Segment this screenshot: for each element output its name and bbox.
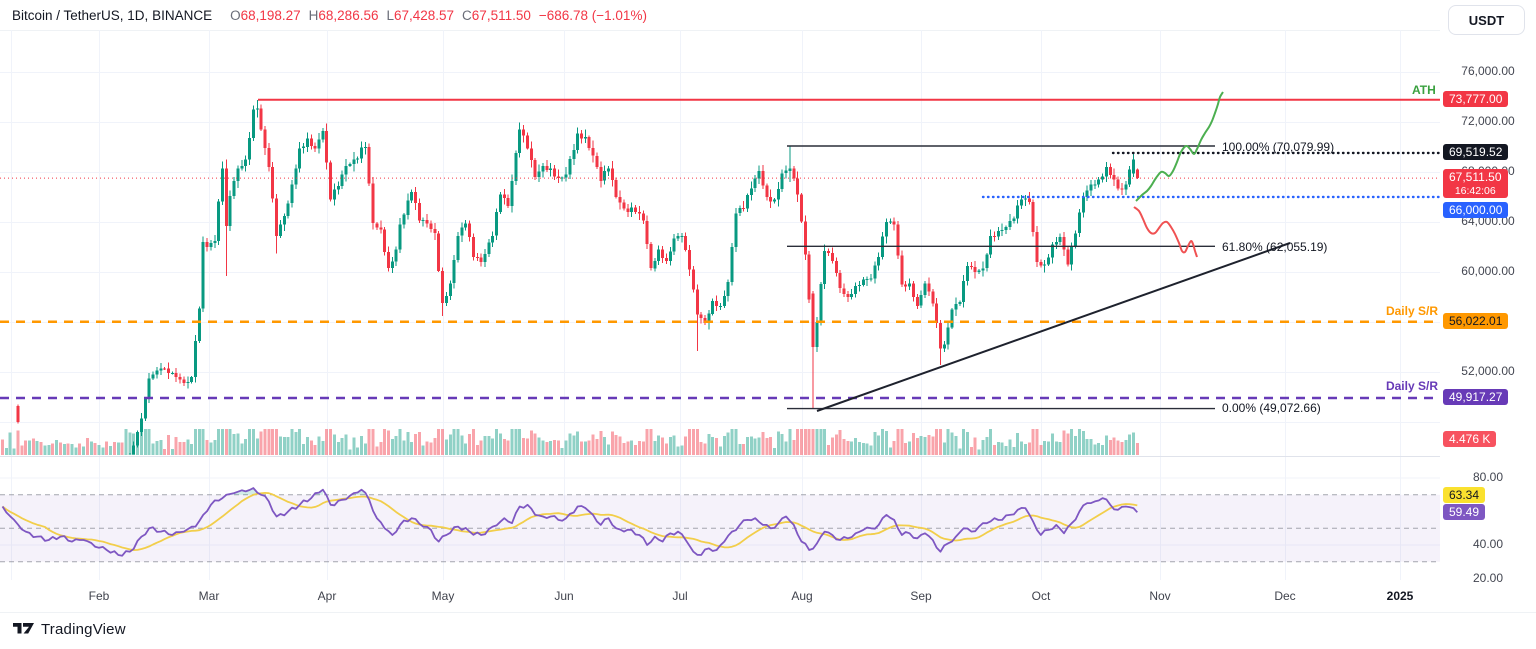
- time-tick-oct[interactable]: Oct: [1031, 589, 1051, 603]
- close-value: 67,511.50: [471, 8, 531, 23]
- time-tick-jun[interactable]: Jun: [554, 589, 574, 603]
- volume-bars-up: [4, 429, 1135, 455]
- swing-high-price-label: 69,519.52: [1443, 144, 1509, 160]
- bullish-projection-path[interactable]: [1135, 91, 1224, 202]
- time-tick-apr[interactable]: Apr: [317, 589, 337, 603]
- rsi-tick-label: 80.00: [1472, 470, 1504, 484]
- time-tick-nov[interactable]: Nov: [1149, 589, 1171, 603]
- time-tick-sep[interactable]: Sep: [910, 589, 932, 603]
- ath-text: ATH: [1412, 83, 1436, 97]
- open-label: O: [230, 8, 241, 23]
- time-tick-2025[interactable]: 2025: [1386, 589, 1414, 603]
- open-value: 68,198.27: [240, 8, 301, 23]
- bar-countdown: 16:42:06: [1454, 185, 1496, 197]
- high-value: 68,286.56: [318, 8, 379, 23]
- candlestick-series: [16, 99, 1139, 455]
- fib-0-label[interactable]: 0.00% (49,072.66): [1222, 401, 1321, 415]
- symbol-title[interactable]: Bitcoin / TetherUS, 1D, BINANCE: [12, 8, 213, 23]
- low-label: L: [386, 8, 394, 23]
- volume-bars-down: [1, 429, 1139, 455]
- time-tick-jul[interactable]: Jul: [672, 589, 688, 603]
- price-tick-label: 52,000.00: [1461, 364, 1515, 378]
- symbol-header: Bitcoin / TetherUS, 1D, BINANCE O68,198.2…: [12, 8, 647, 23]
- change-value: −686.78 (−1.01%): [538, 8, 647, 23]
- time-tick-feb[interactable]: Feb: [88, 589, 110, 603]
- daily-sr-lower-price-label: 49,917.27: [1443, 389, 1509, 405]
- tradingview-logo-text: TradingView: [41, 621, 126, 638]
- pane-separator[interactable]: [0, 456, 1536, 457]
- bearish-projection-path[interactable]: [1133, 206, 1198, 258]
- daily-sr-lower-text: Daily S/R: [1385, 379, 1438, 393]
- rsi-line[interactable]: [1, 487, 1138, 557]
- chart-bottom-border: [0, 612, 1536, 613]
- time-tick-aug[interactable]: Aug: [791, 589, 813, 603]
- fib-618-label[interactable]: 61.80% (62,055.19): [1222, 240, 1328, 254]
- rsi-ma-line[interactable]: [1, 491, 1138, 551]
- last-price-value: 67,511.50: [1449, 170, 1502, 184]
- daily-sr-upper-text: Daily S/R: [1385, 304, 1438, 318]
- ath-price-label: 73,777.00: [1443, 91, 1509, 107]
- fib-100-label[interactable]: 100.00% (70,079.99): [1222, 140, 1335, 154]
- rsi-ma-value-label: 63.34: [1443, 487, 1486, 503]
- ascending-trendline[interactable]: [816, 242, 1291, 412]
- volume-value-label: 4.476 K: [1443, 431, 1497, 447]
- price-axis[interactable]: 76,000.0072,000.0068,000.0064,000.0060,0…: [1440, 30, 1536, 585]
- close-label: C: [462, 8, 472, 23]
- time-tick-mar[interactable]: Mar: [198, 589, 220, 603]
- tradingview-logo[interactable]: TradingView: [13, 620, 126, 639]
- rsi-tick-label: 20.00: [1472, 570, 1504, 585]
- time-tick-dec[interactable]: Dec: [1274, 589, 1296, 603]
- header-divider: [0, 30, 1536, 31]
- daily-sr-upper-price-label: 56,022.01: [1443, 313, 1509, 329]
- price-tick-label: 60,000.00: [1461, 264, 1515, 278]
- low-value: 67,428.57: [393, 8, 455, 23]
- tradingview-logo-icon: [13, 620, 34, 639]
- price-tick-label: 76,000.00: [1461, 64, 1515, 78]
- last-price-label: 67,511.50 16:42:06: [1443, 169, 1508, 198]
- high-label: H: [308, 8, 319, 23]
- time-tick-may[interactable]: May: [431, 589, 455, 603]
- time-axis[interactable]: Feb Mar Apr May Jun Jul Aug Sep Oct Nov Dec 2025: [0, 582, 1536, 612]
- price-tick-label: 72,000.00: [1461, 114, 1515, 128]
- rsi-tick-label: 40.00: [1472, 537, 1504, 551]
- currency-toggle-button[interactable]: USDT: [1448, 5, 1525, 35]
- blue-level-price-label: 66,000.00: [1443, 202, 1509, 218]
- rsi-value-label: 59.49: [1443, 504, 1486, 520]
